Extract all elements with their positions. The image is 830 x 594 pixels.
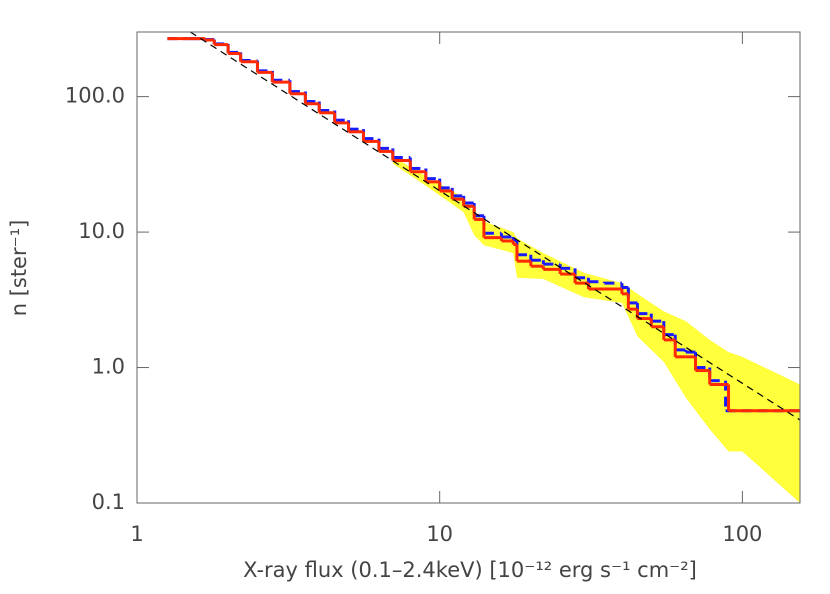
y-tick-label: 100.0 — [65, 84, 125, 108]
uncertainty-band — [392, 156, 800, 503]
plot-frame — [136, 31, 801, 504]
power-law-line — [189, 31, 801, 421]
y-tick-label: 1.0 — [92, 355, 125, 379]
y-axis-label: n [ster⁻¹] — [7, 220, 31, 317]
step-riser — [203, 38, 728, 411]
x-tick-label: 100 — [722, 522, 762, 546]
y-tick-label: 0.1 — [92, 490, 125, 514]
x-tick-label: 10 — [426, 522, 453, 546]
x-tick-label: 1 — [130, 522, 143, 546]
x-axis-label: X-ray flux (0.1–2.4keV) [10⁻¹² erg s⁻¹ c… — [243, 558, 697, 582]
y-tick-label: 10.0 — [78, 219, 125, 243]
step-riser — [203, 38, 731, 411]
